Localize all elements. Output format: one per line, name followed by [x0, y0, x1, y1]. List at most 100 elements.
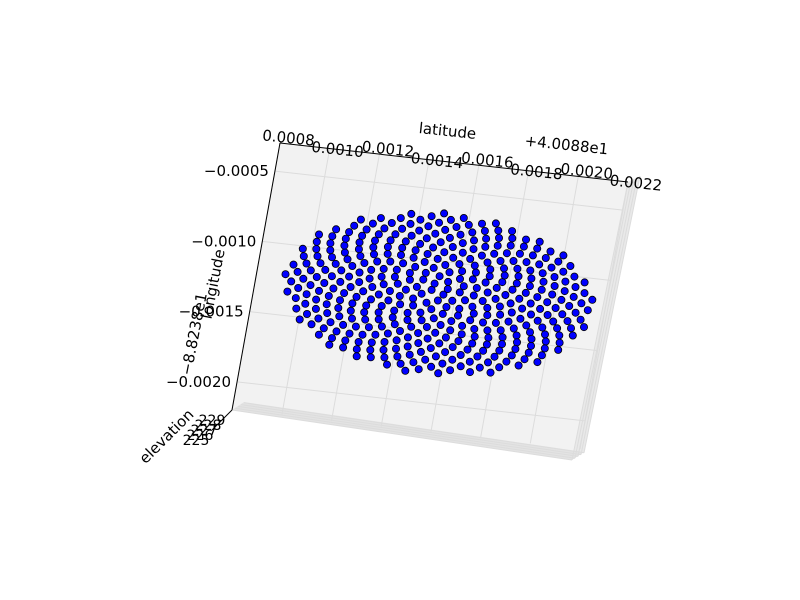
scatter-point — [386, 257, 395, 266]
scatter-point — [468, 339, 477, 348]
scatter-point — [455, 304, 464, 313]
scatter-point — [535, 260, 544, 269]
scatter-point — [341, 336, 350, 345]
scatter-point — [422, 322, 431, 331]
z-tick-label: 227 — [191, 423, 218, 439]
scatter-point — [511, 344, 520, 353]
scatter-point — [356, 215, 365, 224]
scatter-point — [423, 249, 432, 258]
z-grid-line — [583, 175, 641, 453]
scatter-point — [502, 249, 511, 258]
scatter-point — [302, 259, 311, 268]
scatter-point — [566, 261, 575, 270]
scatter-point — [385, 286, 394, 295]
scatter-point — [543, 298, 552, 307]
scatter-point — [482, 340, 491, 349]
scatter-point — [438, 359, 447, 368]
scatter-point — [520, 355, 529, 364]
scatter-point — [526, 266, 535, 275]
scatter-point — [337, 266, 346, 275]
scatter-point — [340, 289, 349, 298]
scatter-point — [435, 272, 444, 281]
scatter-point — [535, 237, 544, 246]
scatter-point — [509, 256, 518, 265]
scatter-point — [399, 259, 408, 268]
scatter-point — [369, 243, 378, 252]
scatter-point — [307, 320, 316, 329]
scatter-point — [420, 257, 429, 266]
scatter-point — [326, 318, 335, 327]
scatter-point — [484, 333, 493, 342]
scatter-point — [541, 253, 550, 262]
scatter-point — [314, 330, 323, 339]
scatter-point — [306, 281, 315, 290]
scatter-point — [298, 244, 307, 253]
scatter-point — [396, 214, 405, 223]
scatter-point — [283, 287, 292, 296]
scatter-point — [416, 308, 425, 317]
scatter-point — [355, 268, 364, 277]
scatter-point — [391, 344, 400, 353]
scatter-point — [491, 219, 500, 228]
scatter-point — [550, 281, 559, 290]
scatter-point — [559, 251, 568, 260]
scatter-point — [538, 323, 547, 332]
scatter-point — [498, 333, 507, 342]
scatter-point — [386, 236, 395, 245]
scatter-point — [522, 258, 531, 267]
scatter-point — [460, 296, 469, 305]
y-tick-label: −0.0005 — [204, 162, 269, 180]
scatter-point — [380, 337, 389, 346]
x-tick-label: 0.0018 — [509, 160, 563, 183]
scatter-point — [358, 231, 367, 240]
scatter-point — [368, 282, 377, 291]
scatter-point — [512, 331, 521, 340]
scatter-point — [521, 288, 530, 297]
scatter-point — [536, 304, 545, 313]
scatter-point — [550, 272, 559, 281]
z-grid-line — [240, 404, 582, 456]
z-grid-line — [231, 409, 573, 461]
scatter-point — [454, 337, 463, 346]
scatter-point — [312, 244, 321, 253]
scatter-point — [383, 249, 392, 258]
scatter-point — [507, 351, 516, 360]
scatter-point — [379, 345, 388, 354]
scatter-point — [473, 352, 482, 361]
scatter-point — [312, 237, 321, 246]
scatter-points — [281, 209, 597, 378]
z-tick-label: 225 — [183, 433, 210, 449]
scatter-point — [533, 358, 542, 367]
scatter-point — [396, 251, 405, 260]
scatter-point — [456, 362, 465, 371]
scatter-point — [465, 357, 474, 366]
scatter-point — [379, 264, 388, 273]
scatter-point — [426, 344, 435, 353]
scatter-point — [486, 368, 495, 377]
scatter-point — [436, 320, 445, 329]
scatter-point — [571, 308, 580, 317]
scatter-point — [576, 315, 585, 324]
scatter-point — [490, 352, 499, 361]
scatter-point — [459, 282, 468, 291]
z-tick-label: 226 — [187, 428, 214, 444]
scatter-point — [452, 222, 461, 231]
scatter-point — [458, 239, 467, 248]
scatter-point — [429, 263, 438, 272]
scatter-point — [555, 338, 564, 347]
scatter-point — [347, 314, 356, 323]
scatter-point — [527, 341, 536, 350]
y-grid-line — [274, 170, 624, 211]
scatter-point — [312, 295, 321, 304]
scatter-point — [407, 231, 416, 240]
scatter-point — [313, 252, 322, 261]
scatter-point — [563, 317, 572, 326]
scatter-point — [406, 219, 415, 228]
scatter-point — [403, 333, 412, 342]
scatter-point — [527, 310, 536, 319]
scatter-point — [299, 252, 308, 261]
scatter-point — [515, 294, 524, 303]
scatter-point — [407, 209, 416, 218]
x-grid-line — [480, 170, 530, 438]
